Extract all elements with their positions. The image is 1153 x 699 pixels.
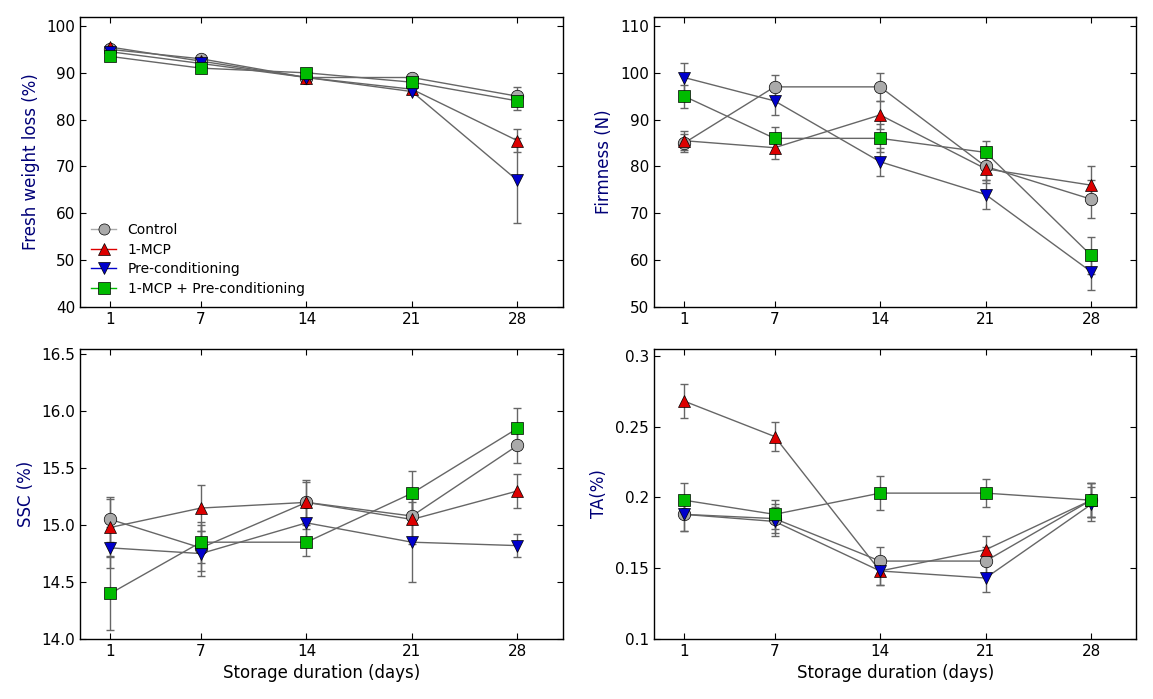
Y-axis label: TA(%): TA(%)	[590, 470, 609, 518]
Y-axis label: Firmness (N): Firmness (N)	[595, 110, 613, 214]
Y-axis label: Fresh weight loss (%): Fresh weight loss (%)	[22, 73, 39, 250]
X-axis label: Storage duration (days): Storage duration (days)	[797, 664, 994, 682]
Legend: Control, 1-MCP, Pre-conditioning, 1-MCP + Pre-conditioning: Control, 1-MCP, Pre-conditioning, 1-MCP …	[88, 219, 309, 300]
Y-axis label: SSC (%): SSC (%)	[16, 461, 35, 527]
X-axis label: Storage duration (days): Storage duration (days)	[223, 664, 420, 682]
